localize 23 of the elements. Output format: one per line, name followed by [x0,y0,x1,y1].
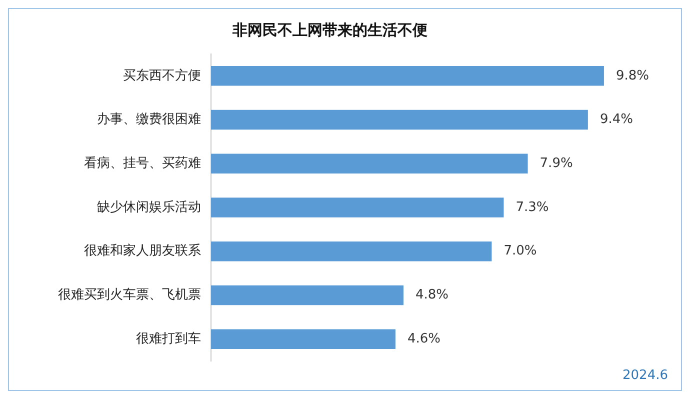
y-tick-label: 买东西不方便 [123,67,201,84]
data-label: 4.6% [407,331,440,346]
y-tick-label: 很难买到火车票、飞机票 [58,288,201,303]
bar [211,154,528,174]
bar [211,198,504,218]
chart-title: 非网民不上网带来的生活不便 [232,20,428,39]
data-label: 7.0% [504,244,537,259]
y-tick-label: 办事、缴费很困难 [97,112,201,128]
bar [211,66,604,86]
bar [211,285,404,306]
text: 2024.6 [622,368,668,383]
data-label: 9.4% [600,112,633,128]
bar [211,110,588,130]
data-label: 7.9% [540,156,573,172]
y-tick-label: 很难和家人朋友联系 [84,242,201,259]
y-tick-label: 很难打到车 [136,331,201,346]
data-label: 7.3% [516,200,549,215]
data-label: 4.8% [415,288,449,303]
data-label: 9.8% [616,68,650,84]
bar [211,241,492,262]
y-tick-label: 看病、挂号、买药难 [84,156,201,172]
bar [211,329,396,349]
y-tick-label: 缺少休闲娱乐活动 [97,200,201,215]
